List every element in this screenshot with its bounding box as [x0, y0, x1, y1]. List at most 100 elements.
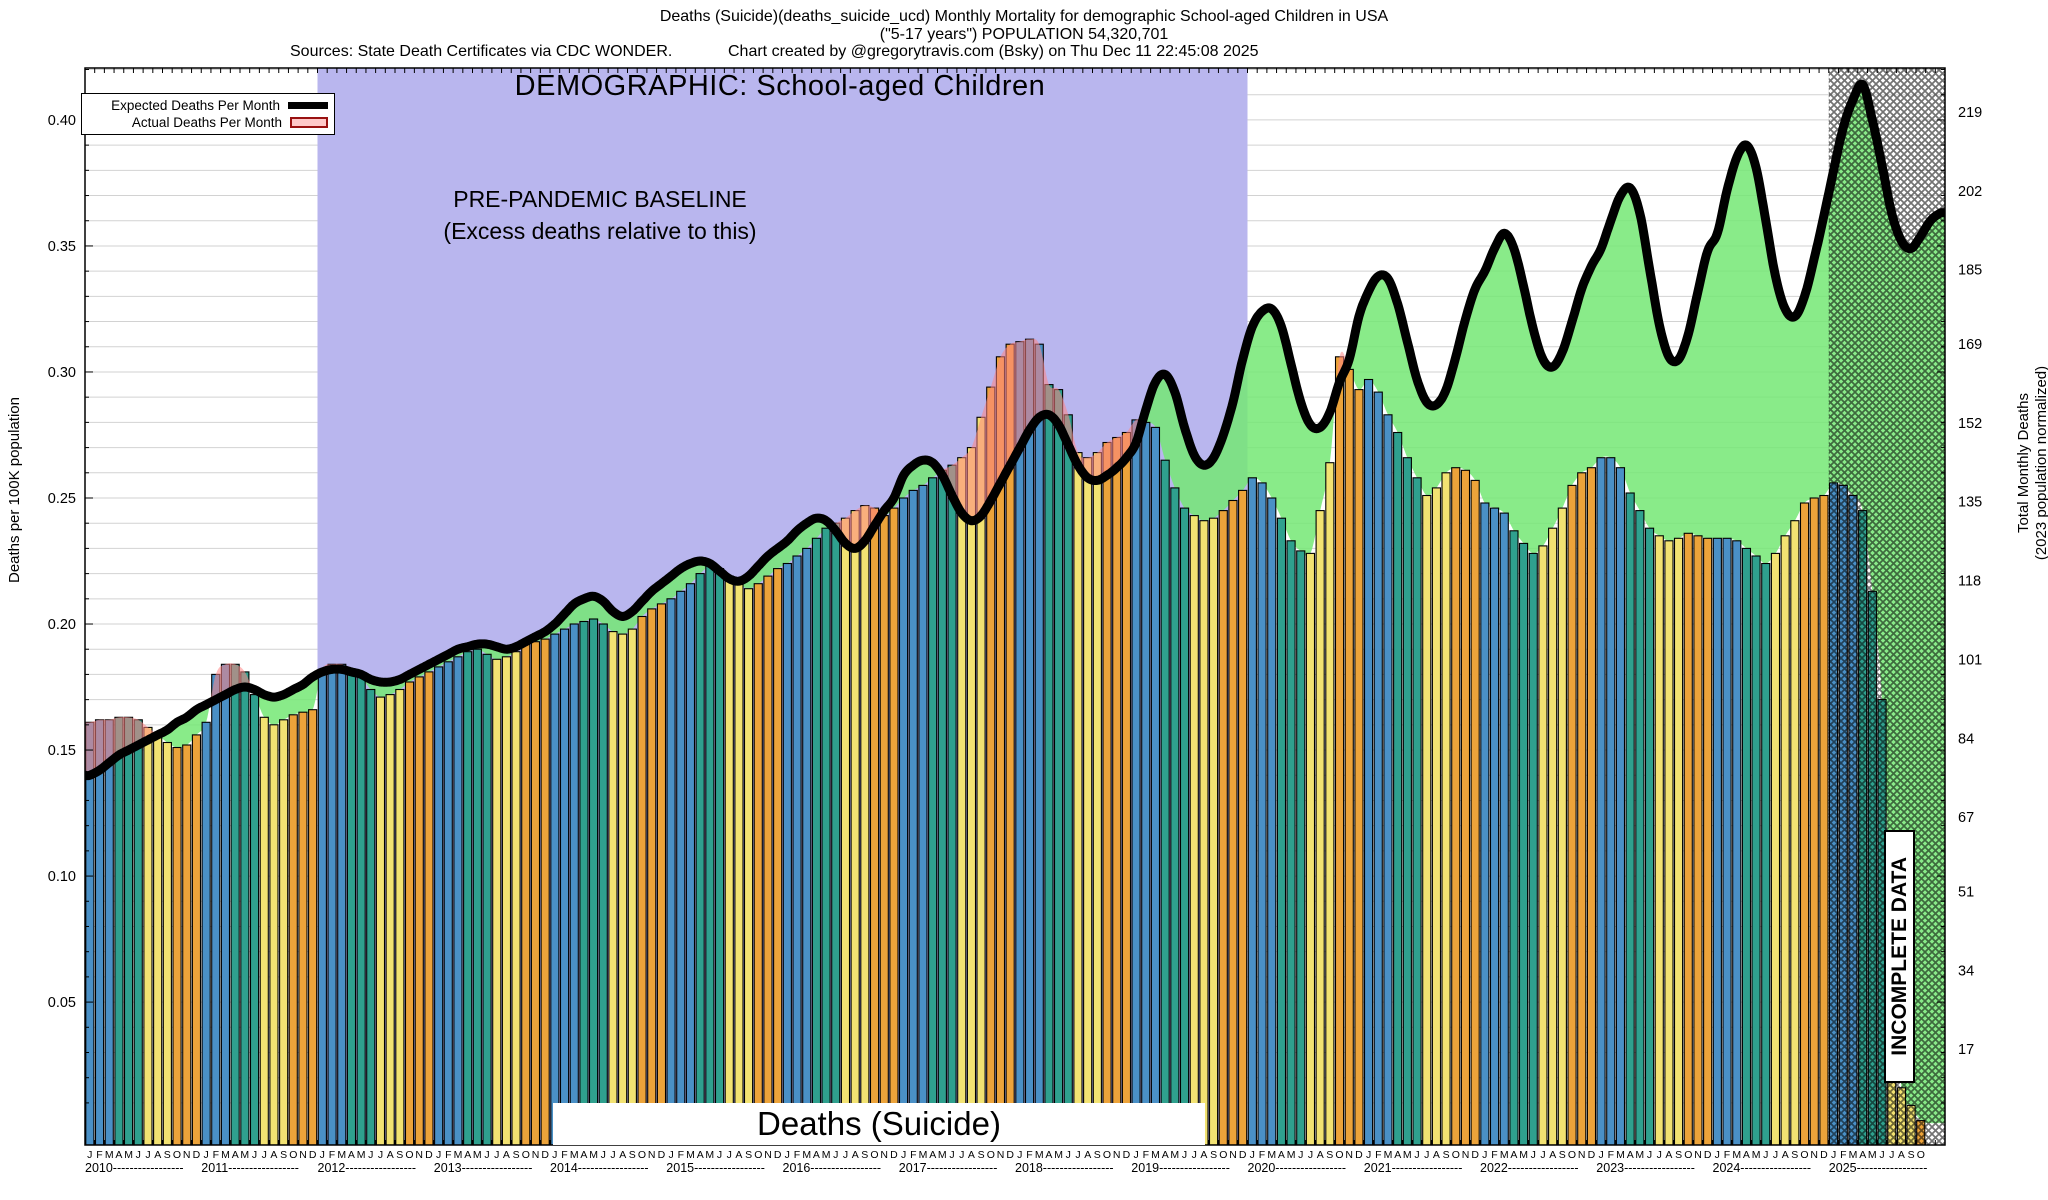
bar: [1363, 378, 1374, 1145]
bar: [1712, 537, 1722, 1145]
month-letter: S: [164, 1149, 171, 1161]
month-letter: F: [1026, 1149, 1032, 1161]
incomplete-data-box: INCOMPLETE DATA: [1884, 830, 1915, 1083]
bar: [1596, 457, 1606, 1145]
bar: [1528, 552, 1538, 1145]
month-letter: A: [348, 1149, 355, 1161]
month-letter: J: [484, 1149, 489, 1161]
bar: [753, 583, 763, 1145]
bar: [1325, 462, 1335, 1145]
month-letter: M: [822, 1149, 831, 1161]
bar: [482, 653, 492, 1145]
bar: [211, 673, 221, 1145]
bar: [802, 547, 812, 1145]
right-axis-title-line2: (2023 population normalized): [2033, 365, 2048, 561]
bar: [1557, 507, 1567, 1145]
month-letter: D: [1239, 1149, 1247, 1161]
right-axis-title-line1: Total Monthly Deaths: [2015, 392, 2032, 534]
month-letter: J: [1250, 1149, 1255, 1161]
month-letter: J: [1017, 1149, 1022, 1161]
month-letter: S: [861, 1149, 868, 1161]
month-letter: J: [1366, 1149, 1371, 1161]
bar: [356, 676, 366, 1145]
bar: [1247, 477, 1257, 1145]
bar: [627, 628, 637, 1145]
actual-bar-swatch: [290, 117, 328, 128]
month-letter: A: [580, 1149, 587, 1161]
bar: [598, 623, 608, 1145]
bar: [395, 688, 405, 1145]
month-letter: D: [1471, 1149, 1479, 1161]
bar: [1819, 494, 1829, 1145]
bar: [1470, 479, 1480, 1145]
bar: [1664, 540, 1674, 1145]
month-letter: F: [445, 1149, 451, 1161]
month-letter: J: [833, 1149, 838, 1161]
month-letter: N: [1462, 1149, 1470, 1161]
bar: [637, 615, 647, 1145]
year-label: 2021-----------------: [1364, 1161, 1463, 1175]
bar: [1393, 431, 1403, 1145]
month-letter: F: [329, 1149, 335, 1161]
bar: [724, 575, 734, 1145]
bar: [501, 656, 512, 1145]
bar: [172, 746, 182, 1145]
right-tick-label: 84: [1958, 731, 1974, 747]
month-letter: A: [387, 1149, 394, 1161]
baseline-region: [317, 68, 1248, 1145]
bar: [1625, 492, 1635, 1145]
bar: [1024, 338, 1035, 1145]
month-letter: J: [552, 1149, 557, 1161]
bar: [521, 643, 531, 1145]
month-letter: M: [473, 1149, 482, 1161]
bar: [1606, 457, 1616, 1145]
bar: [414, 676, 424, 1145]
bar: [618, 633, 628, 1145]
month-letter: M: [1635, 1149, 1644, 1161]
bar: [143, 726, 153, 1145]
bar: [346, 668, 357, 1145]
month-letter: D: [1123, 1149, 1131, 1161]
bar: [666, 598, 676, 1145]
bar: [530, 641, 541, 1145]
month-letter: S: [745, 1149, 752, 1161]
month-letter: M: [1868, 1149, 1877, 1161]
bar: [104, 719, 114, 1145]
right-tick-label: 185: [1958, 263, 1982, 279]
bar: [773, 568, 783, 1145]
month-letter: J: [1482, 1149, 1487, 1161]
month-letter: N: [1229, 1149, 1237, 1161]
right-tick-label: 67: [1958, 810, 1974, 826]
month-letter: J: [1192, 1149, 1197, 1161]
month-letter: S: [1210, 1149, 1217, 1161]
month-letter: M: [1151, 1149, 1160, 1161]
bar: [1344, 368, 1354, 1145]
month-letter: A: [1549, 1149, 1556, 1161]
month-letter: J: [1066, 1149, 1071, 1161]
month-letter: M: [1732, 1149, 1741, 1161]
bar: [995, 356, 1006, 1145]
month-letter: M: [919, 1149, 928, 1161]
bar: [1402, 457, 1412, 1145]
year-label: 2017-----------------: [899, 1161, 998, 1175]
month-letter: M: [337, 1149, 346, 1161]
expected-line-swatch: [288, 102, 328, 109]
bar: [840, 517, 851, 1145]
month-letter: J: [1133, 1149, 1138, 1161]
year-label: 2012-----------------: [318, 1161, 417, 1175]
expected-line: [85, 79, 1945, 781]
month-letter: J: [87, 1149, 92, 1161]
bar: [1422, 494, 1432, 1145]
bar: [191, 734, 202, 1145]
bar: [1044, 384, 1054, 1145]
year-label: 2016-----------------: [783, 1161, 882, 1175]
month-letter: A: [1859, 1149, 1866, 1161]
bar: [511, 651, 521, 1145]
bar: [1441, 472, 1451, 1145]
month-letter: N: [415, 1149, 423, 1161]
month-letter: M: [1849, 1149, 1858, 1161]
month-letter: J: [436, 1149, 441, 1161]
bottom-label-text: Deaths (Suicide): [757, 1105, 1001, 1142]
month-letter: A: [1510, 1149, 1517, 1161]
